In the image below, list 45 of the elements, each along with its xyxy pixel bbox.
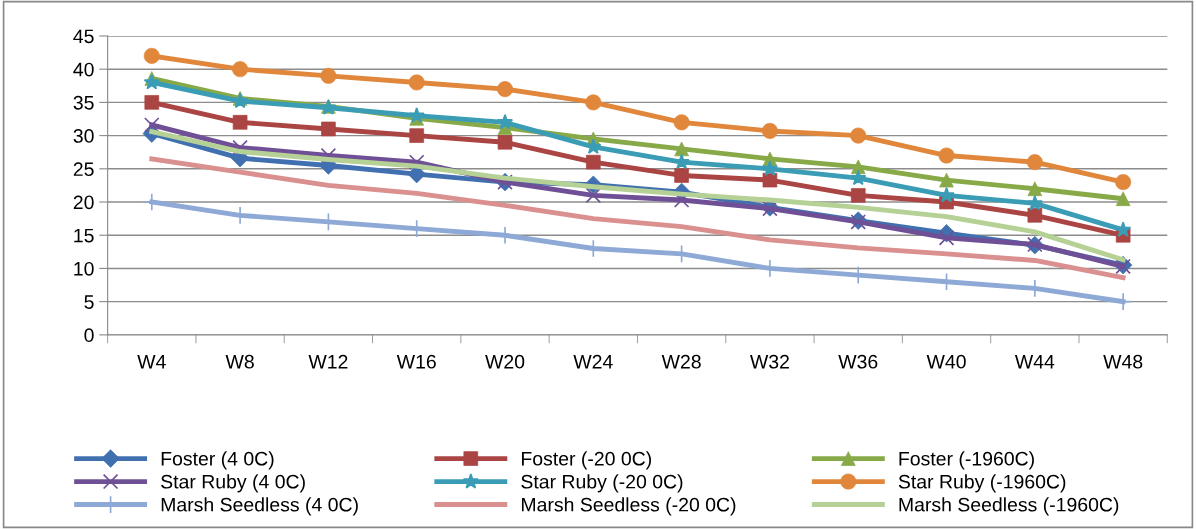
point	[1026, 194, 1043, 211]
x-tick-label: W28	[661, 354, 701, 369]
x-tick-label: W4	[137, 355, 166, 369]
legend-label: Foster (-20 0C)	[521, 451, 652, 470]
y-tick-label: 45	[73, 29, 94, 44]
point	[850, 188, 866, 203]
point	[496, 113, 514, 130]
legend-label: Star Ruby (-1960C)	[898, 474, 1066, 493]
x-tick-label: W20	[485, 354, 525, 369]
x-tick-label: W8	[225, 354, 254, 369]
legend-label: Foster (4 0C)	[161, 451, 274, 470]
legend-label: Marsh Seedless (-1960C)	[899, 497, 1119, 516]
y-tick-label: 40	[73, 62, 94, 77]
y-tick-label: 5	[84, 295, 94, 309]
point	[408, 107, 425, 123]
point	[850, 169, 867, 186]
y-tick-label: 30	[73, 129, 94, 143]
point	[321, 121, 336, 137]
point	[938, 230, 955, 246]
point	[143, 73, 160, 90]
y-tick-label: 10	[74, 261, 94, 276]
x-tick-label: W12	[308, 354, 348, 369]
x-tick-label: W24	[573, 354, 613, 369]
point	[585, 187, 602, 204]
x-tick-label: W32	[750, 354, 789, 369]
legend-label: Star Ruby (4 0C)	[161, 474, 305, 493]
point	[144, 117, 160, 133]
y-tick-label: 0	[84, 328, 94, 343]
legend-label: Marsh Seedless (4 0C)	[161, 497, 358, 516]
x-tick-label: W36	[838, 354, 878, 369]
point	[497, 134, 513, 150]
legend-label: Foster (-1960C)	[899, 451, 1034, 470]
legend-label: Star Ruby (-20 0C)	[521, 474, 683, 493]
y-tick-label: 35	[73, 95, 94, 110]
x-tick-label: W40	[926, 354, 966, 369]
y-tick-label: 15	[74, 228, 94, 243]
x-tick-label: W44	[1014, 355, 1055, 369]
x-tick-label: W16	[396, 354, 436, 369]
point	[232, 115, 248, 130]
y-tick-label: 25	[73, 162, 94, 177]
legend-label: Marsh Seedless (-20 0C)	[521, 497, 736, 516]
point	[761, 160, 779, 176]
y-tick-label: 20	[73, 195, 94, 210]
x-tick-label: W48	[1103, 354, 1143, 369]
line-series	[149, 156, 1126, 281]
